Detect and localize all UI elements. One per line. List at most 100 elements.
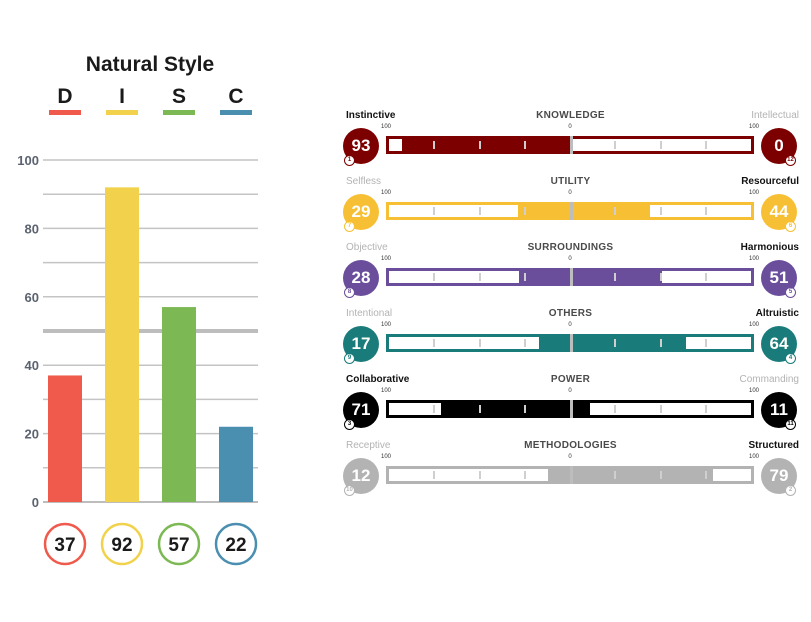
category-underline-i <box>106 110 138 115</box>
right-rank-badge: 4 <box>785 353 796 364</box>
bar-s <box>162 307 196 502</box>
left-rank-badge: 7 <box>344 221 355 232</box>
scale-label-left: 100 <box>380 190 392 196</box>
bar-center-line <box>570 400 573 418</box>
left-score-circle: 93 1 <box>343 128 379 166</box>
right-score-circle: 11 11 <box>761 392 797 430</box>
value-circle-c <box>214 522 258 566</box>
bar-segment-tick <box>614 405 617 413</box>
scale-label-right: 100 <box>748 190 760 196</box>
bar-segment-tick <box>478 141 481 149</box>
motivator-fill <box>441 403 590 415</box>
motivator-bar <box>386 400 754 418</box>
bar-segment-tick <box>704 471 707 479</box>
scale-label-center: 0 <box>568 256 572 262</box>
bar-segment-tick <box>659 339 662 347</box>
bar-segment-tick <box>659 273 662 281</box>
bar-segment-tick <box>433 207 436 215</box>
disc-bar-chart: Natural Style 0 20 40 60 80 100 D 37 I 92 S 57 C 22 <box>17 53 258 566</box>
scale-label-left: 100 <box>380 388 392 394</box>
motivator-fill <box>519 271 663 283</box>
motivator-row-knowledge: Instinctive KNOWLEDGE Intellectual 100 0 100 9… <box>330 110 811 176</box>
bar-segment-tick <box>659 141 662 149</box>
bar-segment-tick <box>433 339 436 347</box>
motivator-bar <box>386 466 754 484</box>
scale-label-center: 0 <box>568 454 572 460</box>
bar-segment-tick <box>433 273 436 281</box>
motivator-row-utility: Selfless UTILITY Resourceful 100 0 100 29 7 44 6 <box>330 176 811 242</box>
bar-segment-tick <box>614 471 617 479</box>
bar-segment-tick <box>478 339 481 347</box>
dimension-label: KNOWLEDGE <box>536 110 605 121</box>
scale-label-center: 0 <box>568 322 572 328</box>
value-circle-i <box>100 522 144 566</box>
left-rank-badge: 1 <box>344 155 355 166</box>
right-label: Structured <box>748 440 799 451</box>
scale-label-center: 0 <box>568 388 572 394</box>
bar-center-line <box>570 202 573 220</box>
category-label-s: S <box>172 85 186 108</box>
motivators-chart: Instinctive KNOWLEDGE Intellectual 100 0 100 9… <box>330 110 811 510</box>
bar-segment-tick <box>433 141 436 149</box>
bar-segment-tick <box>478 273 481 281</box>
bar-segment-tick <box>614 339 617 347</box>
value-circle-s <box>157 522 201 566</box>
right-label: Commanding <box>739 374 799 385</box>
bar-c <box>219 426 253 502</box>
value-circle-d <box>43 522 87 566</box>
bar-segment-tick <box>659 207 662 215</box>
value-label-c: 22 <box>225 535 246 556</box>
motivator-row-methodologies: Receptive METHODOLOGIES Structured 100 0 100 1… <box>330 440 811 506</box>
motivator-row-power: Collaborative POWER Commanding 100 0 100 71 3 11… <box>330 374 811 440</box>
motivator-fill <box>548 469 713 481</box>
dimension-label: OTHERS <box>548 308 593 319</box>
right-score-circle: 79 2 <box>761 458 797 496</box>
right-score-circle: 44 6 <box>761 194 797 232</box>
right-label: Harmonious <box>740 242 799 253</box>
left-score-circle: 28 8 <box>343 260 379 298</box>
left-label: Instinctive <box>346 110 396 121</box>
left-label: Receptive <box>346 440 391 451</box>
motivator-fill <box>539 337 686 349</box>
category-underline-c <box>220 110 252 115</box>
y-tick-label: 20 <box>25 427 39 442</box>
motivator-fill <box>517 205 650 217</box>
dimension-label: SURROUNDINGS <box>527 242 614 253</box>
scale-label-right: 100 <box>748 322 760 328</box>
motivator-bar <box>386 202 754 220</box>
bar-center-line <box>570 466 573 484</box>
y-tick-label: 80 <box>25 221 39 236</box>
motivator-fill <box>401 139 570 151</box>
left-rank-badge: 10 <box>344 485 355 496</box>
scale-label-right: 100 <box>748 124 760 130</box>
right-rank-badge: 6 <box>785 221 796 232</box>
bar-segment-tick <box>523 339 526 347</box>
scale-label-center: 0 <box>568 190 572 196</box>
scale-label-left: 100 <box>380 256 392 262</box>
bar-segment-tick <box>614 207 617 215</box>
bar-center-line <box>570 334 573 352</box>
bar-segment-tick <box>704 207 707 215</box>
bar-d <box>48 375 82 502</box>
dimension-label: UTILITY <box>550 176 591 187</box>
bar-segment-tick <box>704 141 707 149</box>
bar-segment-tick <box>614 141 617 149</box>
bar-segment-tick <box>523 141 526 149</box>
bar-segment-tick <box>523 273 526 281</box>
right-label: Resourceful <box>741 176 799 187</box>
scale-label-right: 100 <box>748 388 760 394</box>
dimension-label: METHODOLOGIES <box>524 440 617 451</box>
scale-label-center: 0 <box>568 124 572 130</box>
scale-label-left: 100 <box>380 322 392 328</box>
left-score-circle: 17 9 <box>343 326 379 364</box>
category-label-i: I <box>119 85 125 108</box>
bar-i <box>105 187 139 503</box>
right-rank-badge: 11 <box>785 419 796 430</box>
bar-segment-tick <box>478 405 481 413</box>
value-label-s: 57 <box>168 535 189 556</box>
category-label-c: C <box>228 85 243 108</box>
bar-segment-tick <box>614 273 617 281</box>
bar-segment-tick <box>704 273 707 281</box>
bar-segment-tick <box>523 405 526 413</box>
left-label: Objective <box>346 242 388 253</box>
